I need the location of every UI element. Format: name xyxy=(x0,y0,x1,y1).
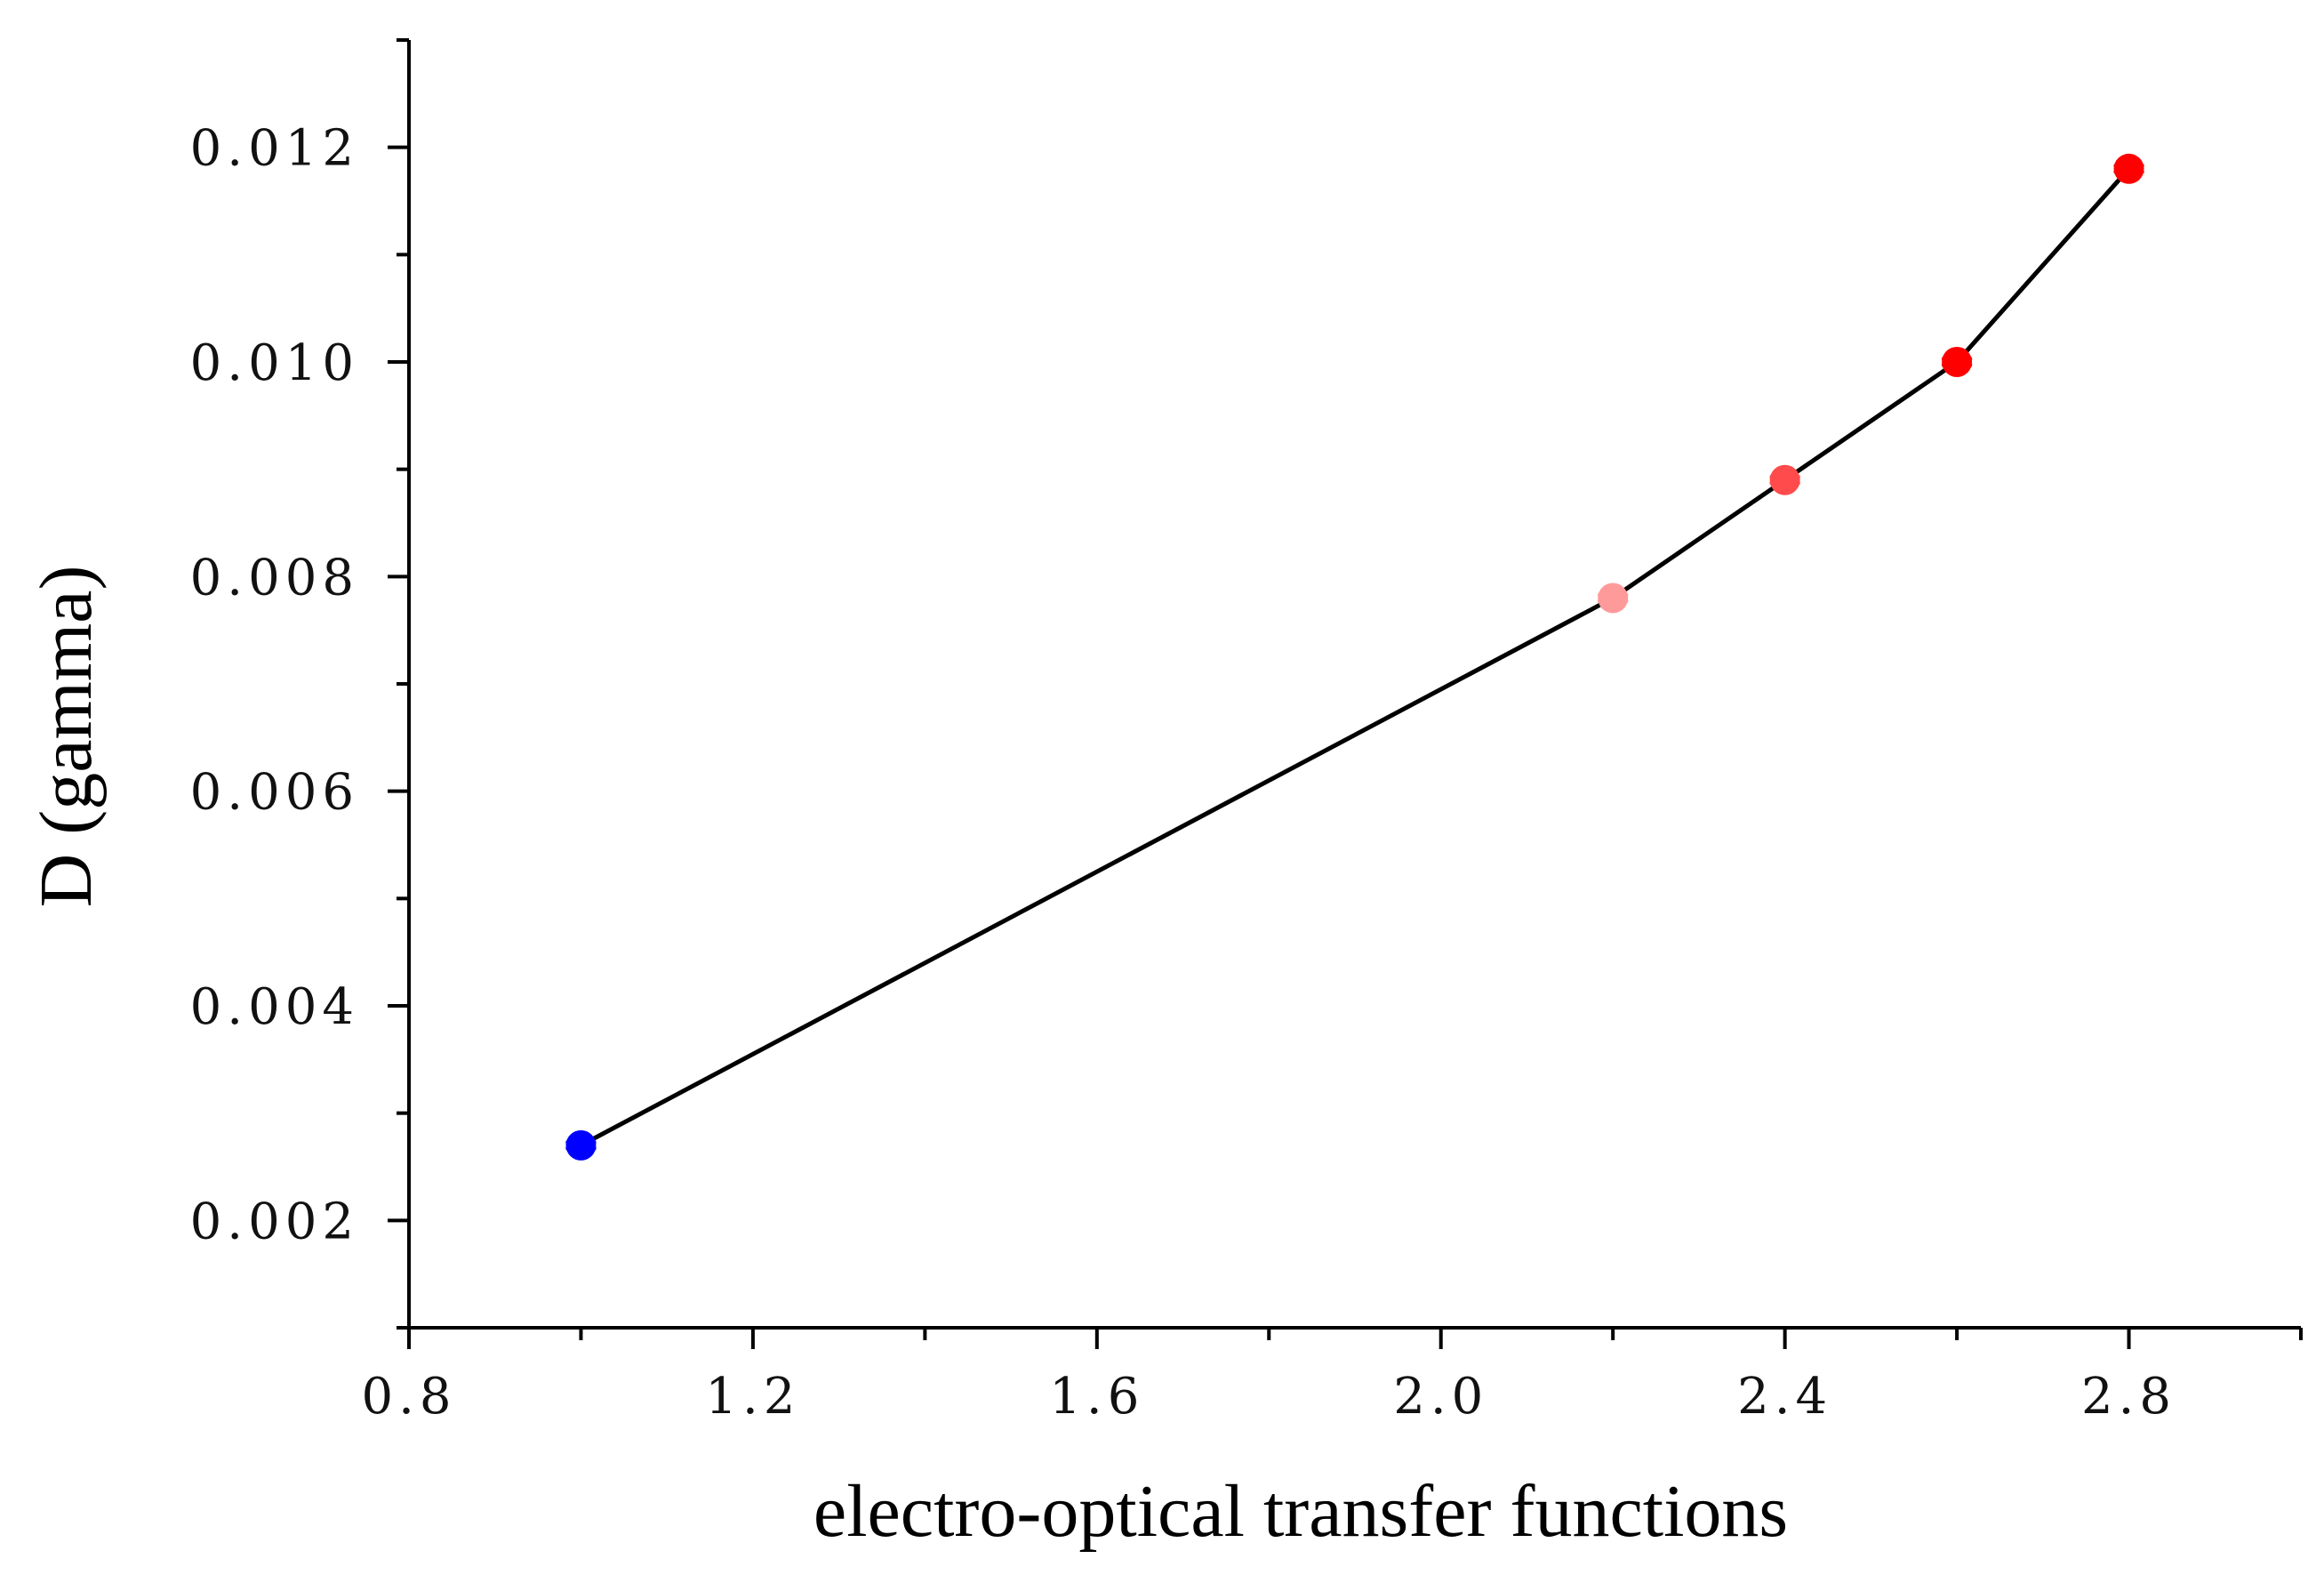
x-axis-title: electro-optical transfer functions xyxy=(813,1470,1788,1553)
data-point-cross xyxy=(2113,164,2144,174)
data-point xyxy=(1597,583,1629,614)
axes xyxy=(407,40,2301,1330)
y-axis-ticks: 0.002 0.004 0.006 0.008 0.010 0.012 xyxy=(190,38,409,1330)
data-point-cross xyxy=(1941,357,1973,367)
x-axis-ticks: 0.8 1.2 1.6 2.0 2.4 2.8 xyxy=(361,1328,2303,1426)
x-tick-label: 1.2 xyxy=(705,1368,800,1426)
y-axis-title: D (gamma) xyxy=(25,566,108,908)
x-tick-label: 2.4 xyxy=(1737,1368,1832,1426)
data-point xyxy=(1941,347,1973,377)
data-point-cross xyxy=(1769,475,1800,486)
x-tick-label: 2.0 xyxy=(1393,1368,1488,1426)
data-point xyxy=(2113,153,2144,184)
series-line xyxy=(580,167,2131,1148)
data-points xyxy=(565,153,2144,1161)
y-tick-label: 0.010 xyxy=(190,334,359,392)
y-tick-label: 0.012 xyxy=(190,120,359,178)
x-tick-label: 0.8 xyxy=(361,1368,456,1426)
y-tick-label: 0.004 xyxy=(190,978,359,1036)
data-point-cross xyxy=(565,1140,597,1151)
data-point xyxy=(565,1129,597,1161)
x-tick-label: 2.8 xyxy=(2081,1368,2176,1426)
x-tick-label: 1.6 xyxy=(1049,1368,1144,1426)
data-point-cross xyxy=(1597,593,1629,603)
y-tick-label: 0.008 xyxy=(190,549,359,607)
y-tick-label: 0.006 xyxy=(190,764,359,822)
data-point xyxy=(1769,464,1800,495)
y-tick-label: 0.002 xyxy=(190,1193,359,1250)
series xyxy=(580,167,2131,1148)
